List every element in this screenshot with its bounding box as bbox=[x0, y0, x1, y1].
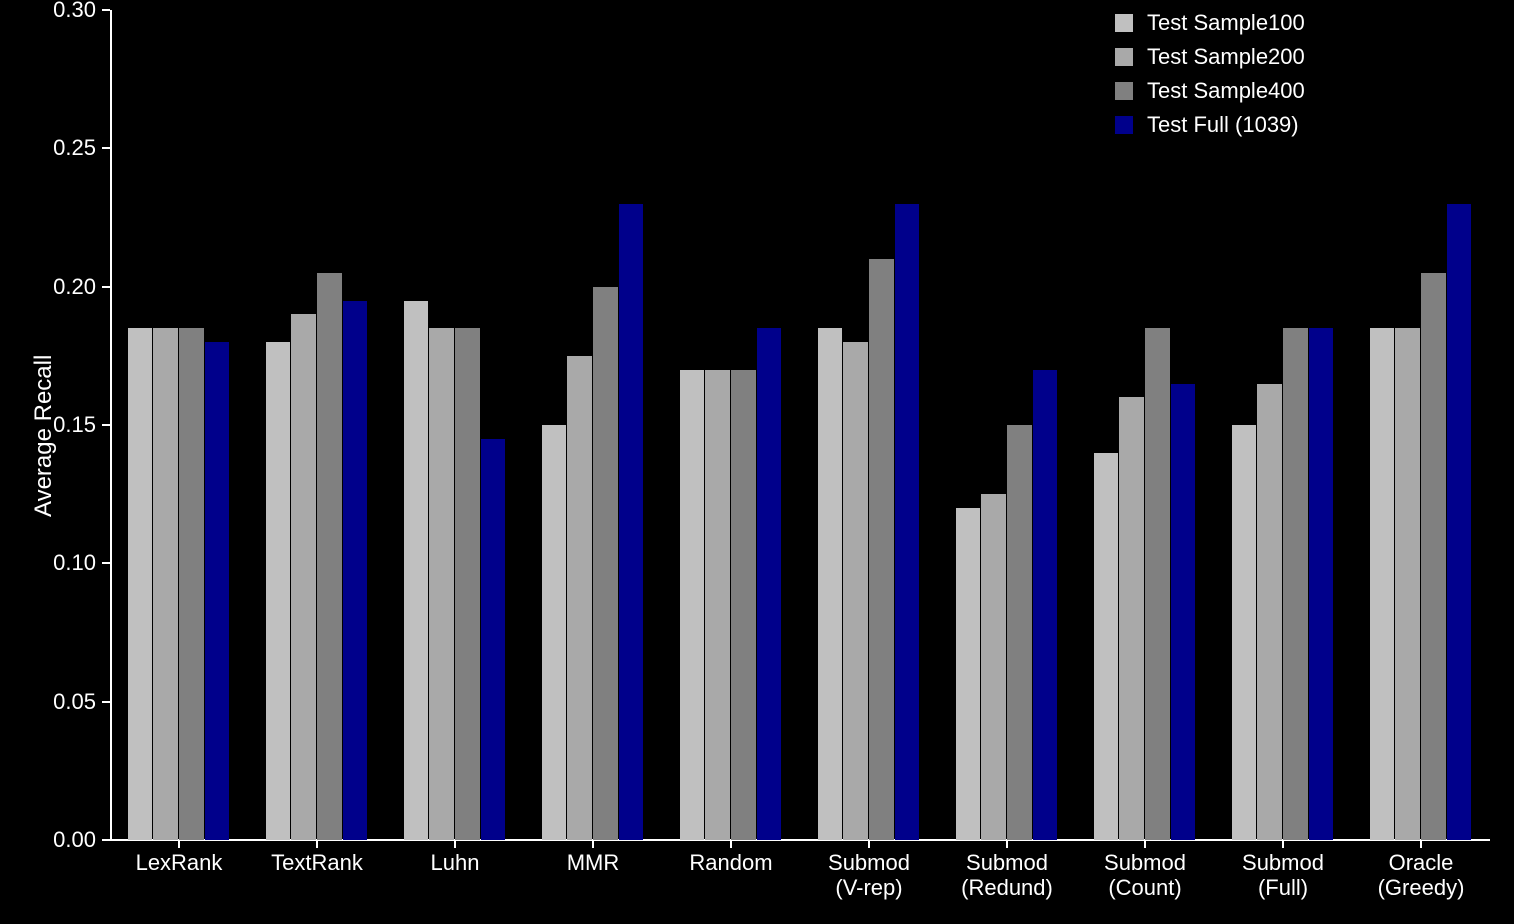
bar bbox=[455, 328, 480, 840]
bar bbox=[1119, 397, 1144, 840]
bar bbox=[179, 328, 204, 840]
bar bbox=[843, 342, 868, 840]
bar bbox=[680, 370, 705, 840]
y-tick-label: 0.25 bbox=[40, 135, 96, 161]
x-tick-mark bbox=[1006, 840, 1008, 848]
bar bbox=[818, 328, 843, 840]
y-tick-mark bbox=[102, 701, 110, 703]
bar bbox=[317, 273, 342, 840]
x-tick-mark bbox=[316, 840, 318, 848]
x-tick-label: Submod(Full) bbox=[1242, 850, 1324, 901]
bar bbox=[1232, 425, 1257, 840]
legend-label: Test Full (1039) bbox=[1147, 112, 1299, 138]
legend-label: Test Sample100 bbox=[1147, 10, 1305, 36]
bar bbox=[404, 301, 429, 841]
bar bbox=[593, 287, 618, 840]
legend-label: Test Sample200 bbox=[1147, 44, 1305, 70]
legend-swatch bbox=[1115, 14, 1133, 32]
bar bbox=[429, 328, 454, 840]
bar bbox=[1395, 328, 1420, 840]
x-tick-label: Random bbox=[689, 850, 772, 875]
x-tick-mark bbox=[178, 840, 180, 848]
bar bbox=[1033, 370, 1058, 840]
bar bbox=[1145, 328, 1170, 840]
bar bbox=[1094, 453, 1119, 840]
legend-swatch bbox=[1115, 82, 1133, 100]
bar bbox=[981, 494, 1006, 840]
y-tick-label: 0.15 bbox=[40, 412, 96, 438]
legend-label: Test Sample400 bbox=[1147, 78, 1305, 104]
y-tick-mark bbox=[102, 424, 110, 426]
y-tick-mark bbox=[102, 286, 110, 288]
y-tick-label: 0.05 bbox=[40, 689, 96, 715]
x-tick-label: Submod(Count) bbox=[1104, 850, 1186, 901]
legend: Test Sample100 Test Sample200 Test Sample4… bbox=[1115, 10, 1305, 146]
bar bbox=[757, 328, 782, 840]
bar bbox=[1257, 384, 1282, 841]
x-tick-mark bbox=[1420, 840, 1422, 848]
y-tick-mark bbox=[102, 562, 110, 564]
bar bbox=[1283, 328, 1308, 840]
bar bbox=[705, 370, 730, 840]
x-tick-mark bbox=[1144, 840, 1146, 848]
legend-item: Test Sample200 bbox=[1115, 44, 1305, 70]
y-axis bbox=[110, 10, 112, 840]
y-tick-label: 0.00 bbox=[40, 827, 96, 853]
bar bbox=[291, 314, 316, 840]
bar bbox=[153, 328, 178, 840]
bar bbox=[956, 508, 981, 840]
bar bbox=[567, 356, 592, 840]
y-tick-mark bbox=[102, 9, 110, 11]
x-tick-label: LexRank bbox=[136, 850, 223, 875]
x-tick-label: Submod(Redund) bbox=[961, 850, 1053, 901]
x-tick-mark bbox=[592, 840, 594, 848]
bar bbox=[1309, 328, 1334, 840]
legend-swatch bbox=[1115, 48, 1133, 66]
bar bbox=[542, 425, 567, 840]
bar bbox=[895, 204, 920, 840]
legend-item: Test Full (1039) bbox=[1115, 112, 1305, 138]
chart-stage: Average Recall Test Sample100Test Sample… bbox=[0, 0, 1514, 924]
bar bbox=[1421, 273, 1446, 840]
bar bbox=[205, 342, 230, 840]
bar bbox=[343, 301, 368, 841]
x-tick-label: TextRank bbox=[271, 850, 363, 875]
bar bbox=[128, 328, 153, 840]
bar bbox=[481, 439, 506, 840]
y-tick-label: 0.20 bbox=[40, 274, 96, 300]
x-tick-mark bbox=[1282, 840, 1284, 848]
bar bbox=[869, 259, 894, 840]
y-tick-label: 0.30 bbox=[40, 0, 96, 23]
legend-item: Test Sample400 bbox=[1115, 78, 1305, 104]
x-tick-label: Oracle(Greedy) bbox=[1378, 850, 1465, 901]
legend-swatch bbox=[1115, 116, 1133, 134]
x-tick-mark bbox=[730, 840, 732, 848]
bar bbox=[731, 370, 756, 840]
x-tick-label: MMR bbox=[567, 850, 620, 875]
y-tick-mark bbox=[102, 147, 110, 149]
y-tick-mark bbox=[102, 839, 110, 841]
x-tick-mark bbox=[868, 840, 870, 848]
bar bbox=[619, 204, 644, 840]
bar bbox=[266, 342, 291, 840]
x-tick-mark bbox=[454, 840, 456, 848]
legend-item: Test Sample100 bbox=[1115, 10, 1305, 36]
bar bbox=[1447, 204, 1472, 840]
bar bbox=[1007, 425, 1032, 840]
bar bbox=[1171, 384, 1196, 841]
x-tick-label: Luhn bbox=[431, 850, 480, 875]
y-tick-label: 0.10 bbox=[40, 550, 96, 576]
bar bbox=[1370, 328, 1395, 840]
x-tick-label: Submod(V-rep) bbox=[828, 850, 910, 901]
